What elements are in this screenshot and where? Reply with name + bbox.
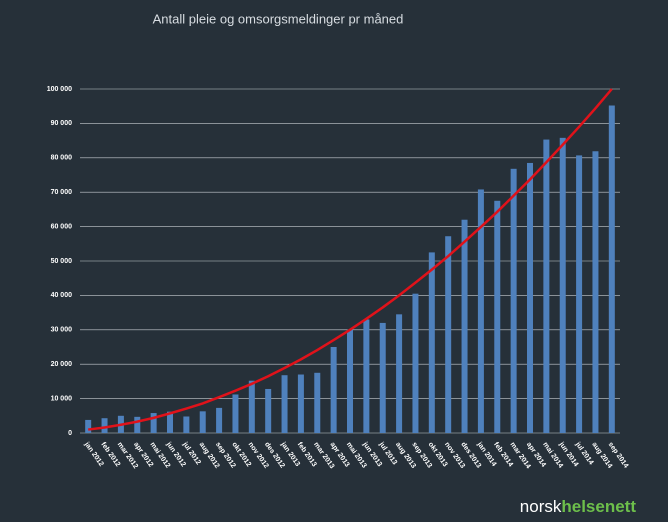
bar [150,413,157,433]
bar [167,411,173,433]
bar [101,418,108,433]
y-tick-label: 30 000 [51,327,73,334]
logo-part: norsk [520,497,562,516]
logo-part: helsenett [561,497,636,516]
bar [576,155,583,433]
bar [592,151,599,433]
y-tick-label: 20 000 [51,361,73,368]
bar [527,162,533,433]
y-tick-label: 100 000 [47,86,72,93]
y-tick-label: 80 000 [51,155,73,162]
bar [461,219,468,433]
y-tick-label: 40 000 [51,292,73,299]
bar [85,419,92,433]
bar [608,105,615,434]
bar [363,319,370,433]
bar [396,314,403,433]
bar [510,168,517,434]
bar [314,372,321,433]
bar [248,380,255,433]
bar [232,394,239,433]
y-tick-label: 90 000 [51,120,73,127]
bar [183,416,190,433]
bar [379,322,386,433]
bar [559,137,566,433]
bar [428,252,435,433]
bar [199,411,206,433]
bar [543,139,550,433]
bar [216,407,223,433]
y-tick-label: 70 000 [51,189,73,196]
bar [477,189,484,433]
bar [134,416,141,433]
y-tick-label: 0 [68,430,72,437]
bar [494,200,501,433]
y-tick-label: 60 000 [51,223,73,230]
bar [330,347,337,433]
bar [281,375,288,433]
bar [347,329,353,433]
bar [265,388,272,433]
bar [445,236,452,433]
chart-title: Antall pleie og omsorgsmeldinger pr måne… [153,11,404,26]
logo: norskhelsenett [520,497,637,516]
y-tick-label: 50 000 [51,258,73,265]
bar [297,374,304,433]
trend-line [88,88,613,431]
y-tick-label: 10 000 [51,395,73,402]
bar [412,293,419,433]
